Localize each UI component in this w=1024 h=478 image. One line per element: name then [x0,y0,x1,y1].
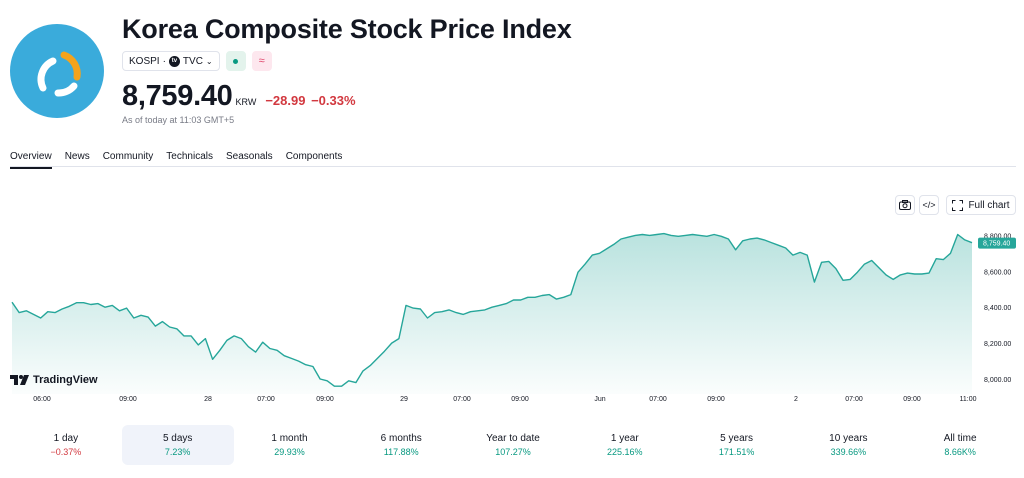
embed-button[interactable]: </> [919,195,939,215]
exchange-label: TVC [182,55,203,67]
period-value: 29.93% [274,447,305,457]
x-tick-label: 07:00 [257,396,275,403]
period-label: 1 year [610,433,639,444]
x-tick-label: 06:00 [33,396,51,403]
period-label: 10 years [829,433,868,444]
x-tick-label: 09:00 [511,396,529,403]
period-label: 1 day [53,433,79,444]
period-value: 225.16% [607,447,643,457]
period-label: 5 years [720,433,753,444]
period-value: 107.27% [495,447,531,457]
y-tick-label: 8,000.00 [984,377,1011,384]
tab-community[interactable]: Community [102,151,154,162]
full-chart-label: Full chart [968,199,1010,211]
tabs-divider [10,166,1016,167]
currency-label: KRW [235,97,257,107]
period-5-days[interactable]: 5 days 7.23% [121,425,234,465]
tab-technicals[interactable]: Technicals [166,151,213,162]
separator-dot: · [162,55,166,67]
x-tick-label: Jun [594,396,605,403]
tab-news[interactable]: News [64,151,90,162]
last-price: 8,759.40 [122,80,233,112]
period-value: −0.37% [50,447,82,457]
period-label: Year to date [486,433,540,444]
page-title: Korea Composite Stock Price Index [122,14,572,44]
section-tabs: Overview News Community Technicals Seaso… [10,151,355,169]
period-label: 6 months [380,433,422,444]
period-year-to-date[interactable]: Year to date 107.27% [457,425,569,465]
kospi-logo-icon [10,24,104,118]
period-value: 8.66K% [944,447,976,457]
price-line [11,232,973,387]
price-row: 8,759.40 KRW −28.99 −0.33% [122,80,356,113]
watermark-text: TradingView [33,374,98,386]
period-1-month[interactable]: 1 month 29.93% [234,425,346,465]
symbol-label: KOSPI [129,55,160,67]
x-tick-label: 07:00 [453,396,471,403]
x-tick-label: 09:00 [119,396,137,403]
period-5-years[interactable]: 5 years 171.51% [681,425,793,465]
status-dot-icon [233,58,239,64]
period-label: All time [943,433,977,444]
period-value: 171.51% [718,447,755,457]
period-label: 1 month [271,433,308,444]
wave-badge[interactable]: ≈ [251,51,272,71]
period-6-months[interactable]: 6 months 117.88% [345,425,457,465]
x-tick-label: 09:00 [903,396,921,403]
embed-code-icon: </> [922,200,936,210]
tab-seasonals[interactable]: Seasonals [225,151,273,162]
x-tick-label: 09:00 [316,396,334,403]
market-open-badge[interactable] [225,51,246,71]
period-1-day[interactable]: 1 day −0.37% [10,425,122,465]
x-tick-label: 11:00 [960,396,977,403]
x-tick-label: 09:00 [707,396,725,403]
symbol-chips: KOSPI · tv TVC ⌄ ≈ [122,51,272,71]
period-label: 5 days [162,433,193,444]
symbol-exchange-chip[interactable]: KOSPI · tv TVC ⌄ [122,51,220,71]
last-value-label: 8,759.40 [983,241,1010,248]
y-tick-label: 8,200.00 [984,341,1011,348]
y-tick-label: 8,800.00 [984,233,1011,240]
fullscreen-icon [952,199,964,211]
period-value: 7.23% [164,447,191,457]
tradingview-logo-icon [10,375,29,385]
period-value: 117.88% [383,447,419,457]
y-tick-label: 8,600.00 [984,269,1011,276]
period-value: 339.66% [830,447,867,457]
x-tick-label: 29 [400,396,408,403]
price-chart[interactable]: 8,800.00 8,600.00 8,400.00 8,200.00 8,000.00… [0,222,1024,412]
last-value-badge [978,237,1016,249]
tab-components[interactable]: Components [285,151,343,162]
period-1-year[interactable]: 1 year 225.16% [569,425,681,465]
tab-overview[interactable]: Overview [10,151,52,169]
camera-icon [899,200,911,210]
x-tick-label: 07:00 [649,396,667,403]
full-chart-button[interactable]: Full chart [946,195,1016,215]
as-of-timestamp: As of today at 11:03 GMT+5 [122,115,235,125]
price-change: −28.99 −0.33% [265,93,356,108]
price-area-fill [12,233,972,394]
wave-icon: ≈ [258,55,265,67]
chevron-down-icon: ⌄ [205,56,213,66]
x-tick-label: 2 [794,396,798,403]
tradingview-icon: tv [168,55,180,67]
snapshot-button[interactable] [895,195,915,215]
x-tick-label: 07:00 [845,396,863,403]
tradingview-watermark: TradingView [10,374,98,386]
y-tick-label: 8,400.00 [984,305,1011,312]
performance-periods: 1 day −0.37% 5 days 7.23% 1 month 29.93% 6 … [10,425,1016,465]
period-10-years[interactable]: 10 years 339.66% [792,425,904,465]
period-all-time[interactable]: All time 8.66K% [904,425,1016,465]
x-tick-label: 28 [204,396,212,403]
